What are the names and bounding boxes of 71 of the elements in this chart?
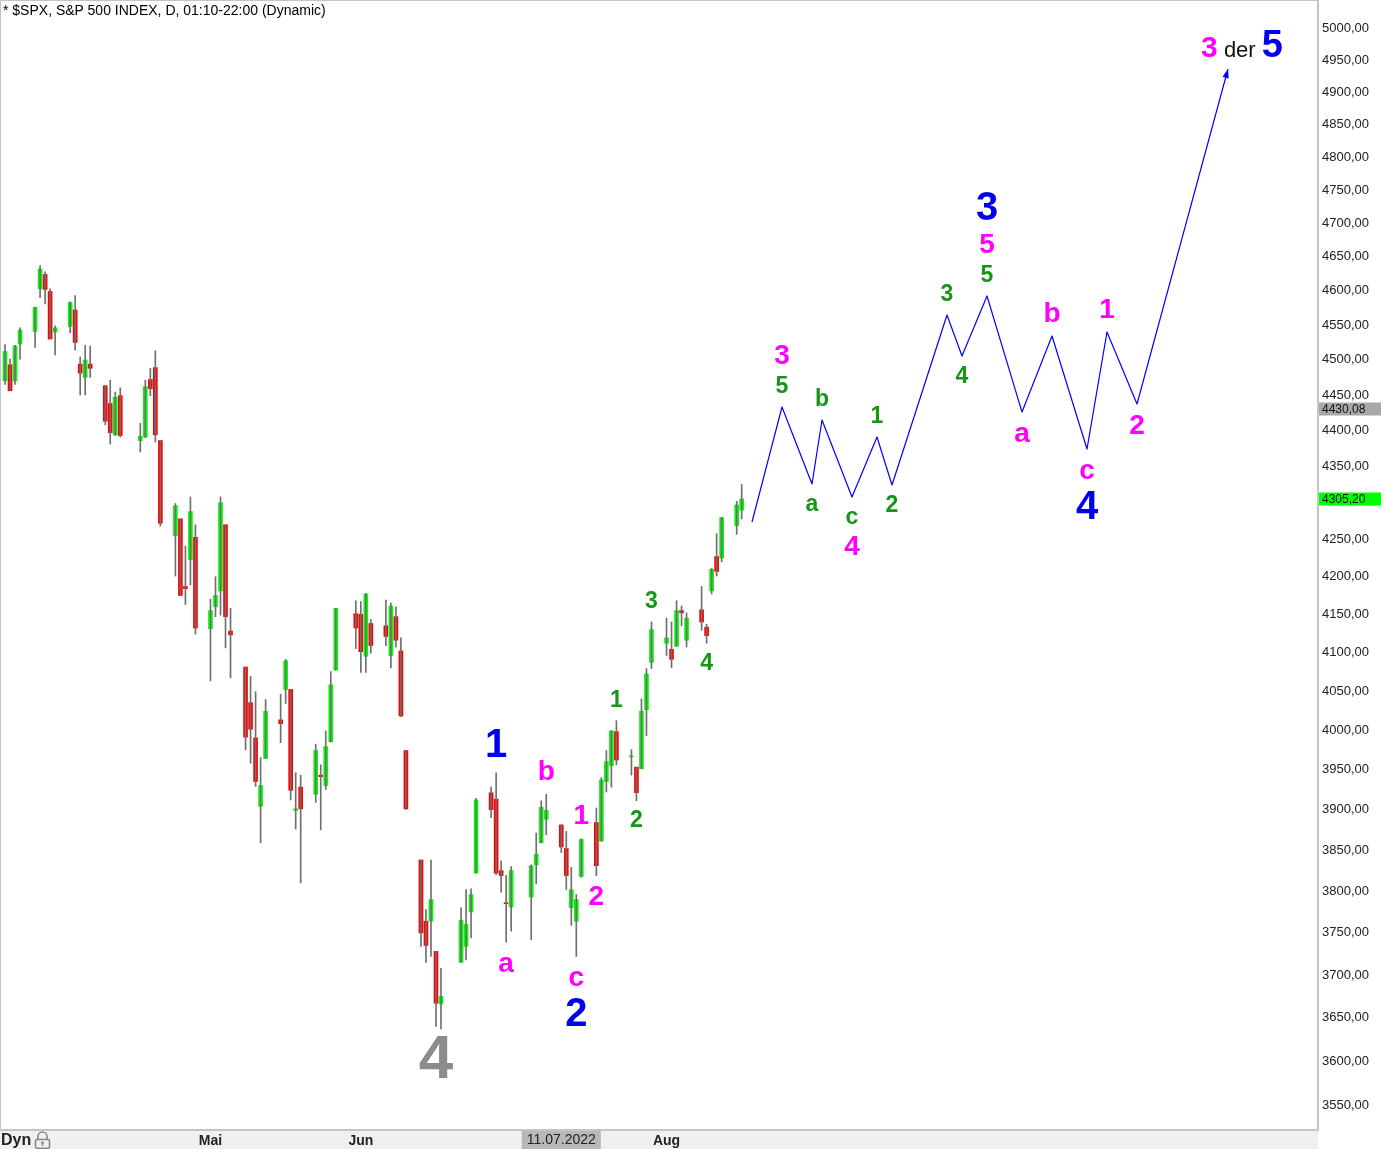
annotation: Dyn [1,1130,32,1148]
text: 11.07.2022 [526,1131,597,1148]
y-tick-label: 4950,00 [1322,51,1369,67]
annotation: 2 [885,490,899,517]
annotation: 4 [700,648,714,675]
y-tick-label: 4600,00 [1322,282,1369,298]
y-tick-label: 4500,00 [1322,351,1369,367]
candlestick [403,750,409,810]
annotation: 4 [844,530,861,562]
y-tick-label: 4050,00 [1322,682,1369,698]
text: 4305,20 [1322,491,1366,506]
y-tick-label: 4000,00 [1322,721,1369,737]
y-tick-label: 4700,00 [1322,214,1369,230]
y-tick-label: 3550,00 [1322,1096,1369,1112]
annotation: a [805,489,819,516]
annotation: 1 [870,402,884,429]
y-tick-label: 4850,00 [1322,116,1369,132]
annotation: 3 [774,339,790,371]
y-tick-label: 4450,00 [1322,386,1369,402]
annotation: a [1014,416,1031,448]
y-tick-label: 4900,00 [1322,83,1369,99]
annotation: 1 [573,799,590,831]
y-tick-label: 3750,00 [1322,924,1369,940]
annotation: a [498,946,515,978]
annotation: c [568,961,585,993]
annotation: 2 [565,990,588,1035]
candlestick [333,607,339,671]
text: 4430,08 [1322,401,1366,416]
y-tick-label: 3900,00 [1322,801,1369,817]
chart-title: * $SPX, S&P 500 INDEX, D, 01:10-22:00 (Dynamic) [3,1,326,18]
y-tick-label: 4650,00 [1322,248,1369,264]
x-tick-label: Mai [198,1132,223,1149]
annotation: 3 [645,587,658,613]
y-tick-label: 3800,00 [1322,882,1369,898]
annotation: 2 [630,806,643,833]
x-tick-label: Jun [348,1132,374,1149]
y-tick-label: 3950,00 [1322,761,1369,777]
y-tick-label: 4800,00 [1322,148,1369,164]
y-tick-label: 3650,00 [1322,1009,1369,1025]
y-tick-label: 4100,00 [1322,644,1369,660]
y-tick-label: 3700,00 [1322,966,1369,982]
annotation: 5 [775,372,789,399]
annotation: 3 der 5 [1201,23,1283,65]
y-tick-label: 3850,00 [1322,841,1369,857]
annotation: 5 [980,261,994,288]
annotation: 4 [418,1021,454,1091]
y-tick-label: 4250,00 [1322,531,1369,547]
annotation: 2 [588,880,605,912]
annotation: b [1043,296,1061,328]
y-tick-label: 4750,00 [1322,181,1369,197]
y-tick-label: 4350,00 [1322,458,1369,474]
annotation: 3 [940,280,954,307]
annotation: 5 [979,228,995,260]
annotation: b [537,754,555,786]
annotation: 4 [955,361,969,388]
y-tick-label: 3600,00 [1322,1052,1369,1068]
annotation: 2 [1129,408,1145,440]
annotation: 1 [1099,292,1115,324]
y-tick-label: 4550,00 [1322,316,1369,332]
annotation: c [1079,453,1095,485]
annotation: c [845,502,859,529]
y-tick-label: 4400,00 [1322,422,1369,438]
y-tick-label: 4200,00 [1322,568,1369,584]
annotation: b [814,385,830,412]
y-tick-label: 5000,00 [1322,20,1369,36]
annotation: 1 [485,721,508,766]
annotation: 3 [975,183,999,228]
y-tick-label: 4150,00 [1322,605,1369,621]
x-tick-label: Aug [652,1132,681,1149]
annotation: 4 [1075,482,1099,527]
annotation: 1 [610,685,623,712]
